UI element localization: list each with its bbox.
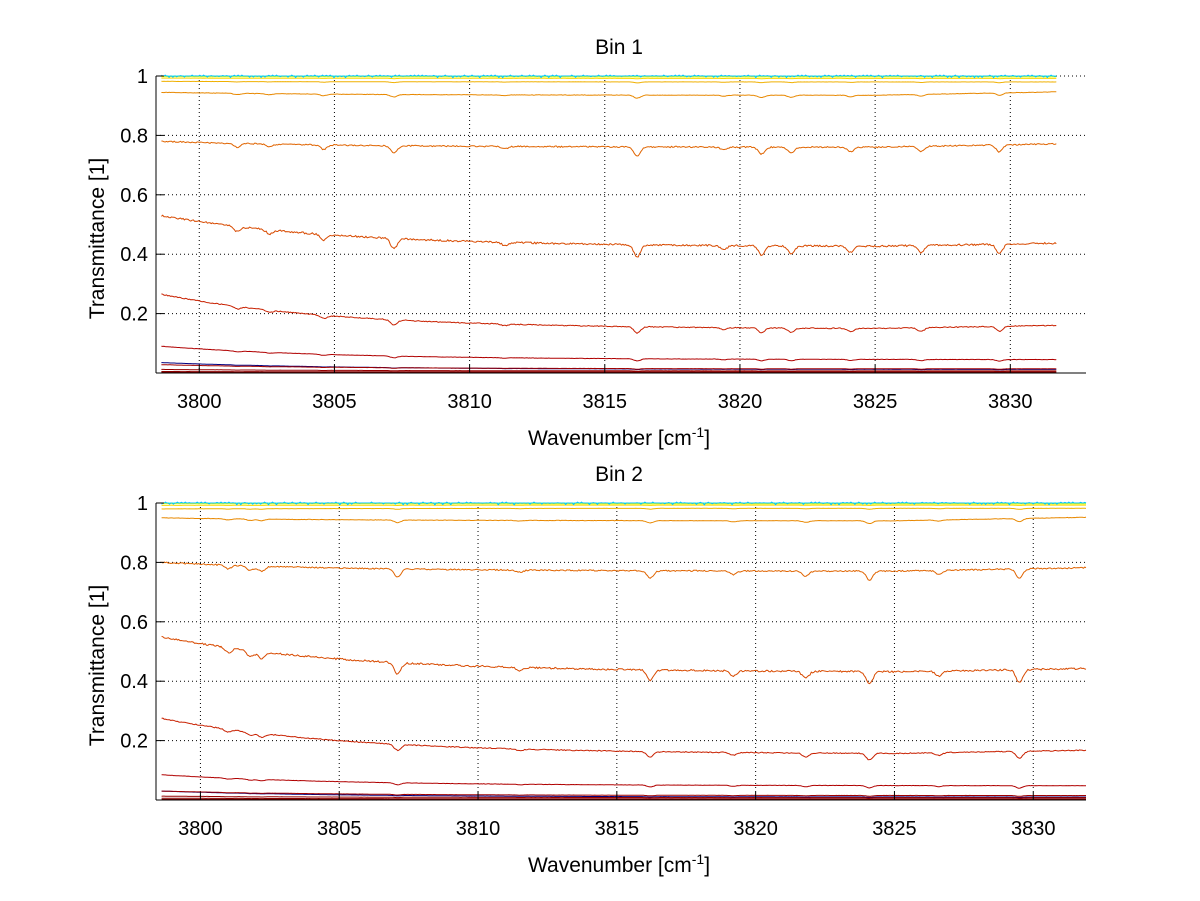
y-tick-label: 1: [137, 493, 148, 515]
x-tick-label: 3810: [456, 818, 501, 840]
series-group: [161, 501, 1087, 800]
y-tick-label: 0.4: [120, 244, 148, 266]
series-line: [161, 717, 1087, 761]
x-tick-label: 3800: [178, 818, 223, 840]
x-tick-label: 3800: [177, 391, 222, 413]
y-tick-label: 0.2: [120, 304, 148, 326]
series-line: [161, 368, 1057, 372]
series-line: [161, 797, 1086, 800]
chart-title: Bin 2: [595, 463, 643, 486]
series-line: [161, 214, 1057, 258]
series-line: [161, 561, 1087, 581]
series-line: [161, 91, 1057, 99]
x-axis-label: Wavenumber [cm-1]: [528, 424, 710, 450]
y-axis-label: Transmittance [1]: [86, 585, 109, 746]
y-tick-label: 0.8: [120, 125, 148, 147]
chart-title: Bin 1: [595, 36, 643, 59]
series-line: [161, 501, 1087, 506]
series-line: [161, 74, 1057, 79]
series-line: [161, 635, 1087, 685]
chart-bin-1: 3800 3805 3810 3815 3820 3825 3830 0.2 0.4 0.6 0.8…: [86, 36, 1086, 450]
y-tick-label: 1: [137, 66, 148, 88]
y-tick-label: 0.6: [120, 185, 148, 207]
y-tick-label: 0.6: [120, 612, 148, 634]
series-group: [161, 74, 1057, 373]
x-axis-label: Wavenumber [cm-1]: [528, 851, 710, 877]
series-line: [161, 345, 1057, 362]
y-tick-label: 0.2: [120, 731, 148, 753]
series-line: [161, 774, 1086, 789]
x-tick-label: 3820: [733, 818, 778, 840]
series-line: [161, 516, 1087, 524]
series-line: [161, 790, 1086, 797]
x-tick-label: 3830: [1011, 818, 1056, 840]
series-line: [161, 140, 1057, 157]
series-line: [161, 507, 1087, 510]
grid: [156, 502, 1086, 800]
x-tick-label: 3810: [447, 391, 492, 413]
y-tick-label: 0.8: [120, 552, 148, 574]
grid: [156, 75, 1086, 373]
series-line: [161, 77, 1057, 80]
x-tick-label: 3815: [583, 391, 628, 413]
series-line: [161, 371, 1057, 373]
series-line: [161, 293, 1057, 335]
series-line: [161, 80, 1057, 84]
x-tick-label: 3815: [595, 818, 640, 840]
x-tick-label: 3825: [853, 391, 898, 413]
x-tick-label: 3820: [718, 391, 763, 413]
x-tick-label: 3830: [988, 391, 1033, 413]
series-line: [161, 364, 1057, 370]
y-axis-label: Transmittance [1]: [86, 158, 109, 319]
y-tick-label: 0.4: [120, 671, 148, 693]
x-tick-label: 3805: [312, 391, 357, 413]
series-line: [161, 795, 1086, 799]
series-line: [161, 790, 1086, 798]
x-tick-label: 3825: [872, 818, 917, 840]
chart-bin-2: 3800 3805 3810 3815 3820 3825 3830 0.2 0.4 0.6 0.8…: [86, 463, 1087, 877]
x-tick-label: 3805: [317, 818, 362, 840]
